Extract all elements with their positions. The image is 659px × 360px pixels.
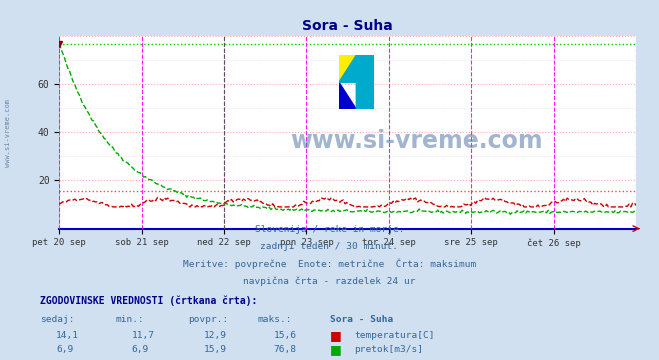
- Text: ■: ■: [330, 343, 341, 356]
- Text: www.si-vreme.com: www.si-vreme.com: [290, 129, 542, 153]
- Text: www.si-vreme.com: www.si-vreme.com: [5, 99, 11, 167]
- Text: 15,9: 15,9: [204, 345, 227, 354]
- Polygon shape: [339, 55, 357, 82]
- Text: temperatura[C]: temperatura[C]: [355, 331, 435, 340]
- Text: Sora - Suha: Sora - Suha: [330, 315, 393, 324]
- Text: 76,8: 76,8: [273, 345, 297, 354]
- Text: pretok[m3/s]: pretok[m3/s]: [355, 345, 424, 354]
- Text: maks.:: maks.:: [257, 315, 291, 324]
- Polygon shape: [339, 82, 357, 109]
- Text: 14,1: 14,1: [56, 331, 79, 340]
- Text: zadnji teden / 30 minut.: zadnji teden / 30 minut.: [260, 243, 399, 252]
- Text: Slovenija / reke in morje.: Slovenija / reke in morje.: [255, 225, 404, 234]
- Polygon shape: [339, 55, 374, 109]
- Polygon shape: [339, 55, 374, 82]
- Text: 12,9: 12,9: [204, 331, 227, 340]
- Text: ZGODOVINSKE VREDNOSTI (črtkana črta):: ZGODOVINSKE VREDNOSTI (črtkana črta):: [40, 296, 257, 306]
- Title: Sora - Suha: Sora - Suha: [302, 19, 393, 33]
- Text: 6,9: 6,9: [132, 345, 149, 354]
- Text: 15,6: 15,6: [273, 331, 297, 340]
- Text: 6,9: 6,9: [56, 345, 73, 354]
- Text: 11,7: 11,7: [132, 331, 155, 340]
- Text: povpr.:: povpr.:: [188, 315, 228, 324]
- Text: navpična črta - razdelek 24 ur: navpična črta - razdelek 24 ur: [243, 276, 416, 286]
- Text: min.:: min.:: [115, 315, 144, 324]
- Text: Meritve: povprečne  Enote: metrične  Črta: maksimum: Meritve: povprečne Enote: metrične Črta:…: [183, 258, 476, 269]
- Text: sedaj:: sedaj:: [40, 315, 74, 324]
- Text: ■: ■: [330, 329, 341, 342]
